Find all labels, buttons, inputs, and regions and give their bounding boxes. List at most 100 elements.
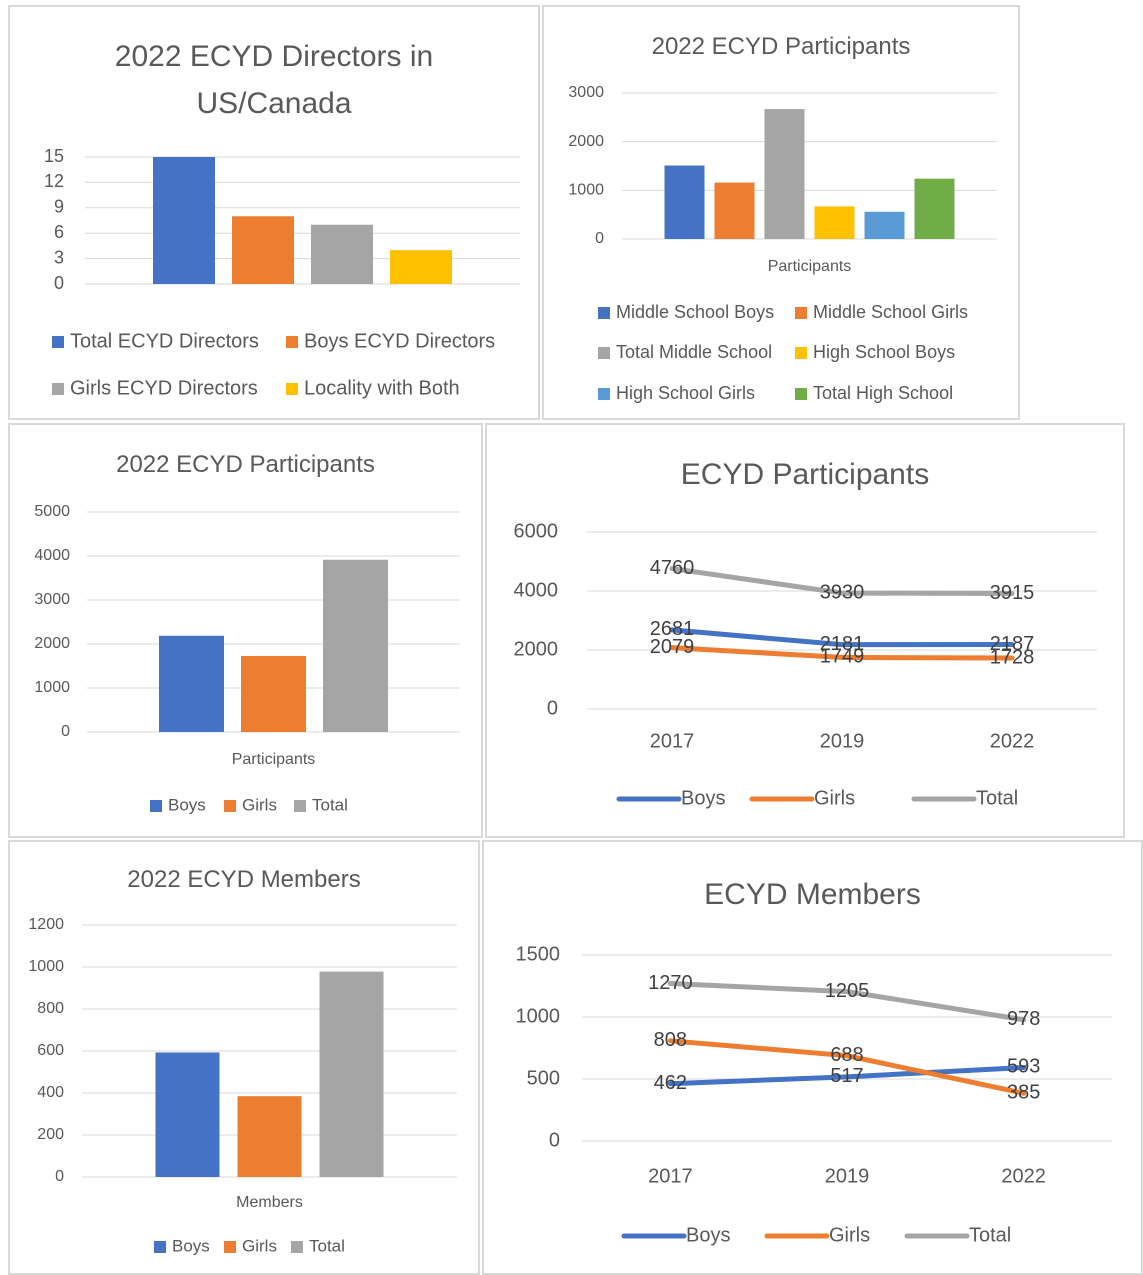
- x-tick-label: 2022: [1001, 1165, 1046, 1187]
- x-tick-label: Participants: [232, 751, 316, 768]
- data-label: 4760: [650, 557, 695, 579]
- data-label: 808: [654, 1029, 687, 1051]
- legend-swatch: [294, 800, 306, 812]
- y-tick-label: 1000: [34, 679, 70, 696]
- x-tick-label: 2022: [990, 730, 1035, 752]
- bar: [159, 635, 224, 732]
- y-tick-label: 4000: [34, 547, 70, 564]
- y-tick-label: 1500: [516, 943, 561, 965]
- bar: [814, 206, 855, 239]
- chart-panel: 0 3 6 9 12 15 Total ECYD Directors Boys ECYD Di…: [8, 5, 540, 420]
- data-label: 1749: [820, 646, 865, 668]
- legend-swatch: [150, 800, 162, 812]
- legend-label: Boys: [686, 1224, 730, 1246]
- legend-swatch: [224, 800, 236, 812]
- y-tick-label: 2000: [568, 133, 604, 150]
- y-tick-label: 4000: [514, 579, 559, 601]
- legend-label: Boys ECYD Directors: [304, 330, 495, 352]
- chart-panel: 0 200 400 600 800 1000 1200 Members Boys Girls Tot…: [8, 840, 480, 1275]
- bar: [311, 224, 373, 284]
- bar: [241, 655, 306, 732]
- bar: [155, 1052, 220, 1177]
- bar: [714, 182, 755, 239]
- data-label: 462: [654, 1072, 687, 1094]
- bar: [764, 109, 805, 239]
- y-tick-label: 0: [61, 723, 70, 740]
- line: [667, 1064, 1027, 1087]
- x-tick-label: Members: [236, 1194, 303, 1211]
- legend-label: Middle School Girls: [813, 302, 968, 322]
- data-label: 2181: [820, 633, 865, 655]
- legend-label: Boys: [168, 795, 206, 814]
- legend-label: Girls ECYD Directors: [70, 377, 258, 399]
- legend-label: Total Middle School: [616, 342, 772, 362]
- data-label: 2079: [650, 636, 695, 658]
- legend-label: Locality with Both: [304, 377, 460, 399]
- legend-label: High School Boys: [813, 342, 955, 362]
- data-label: 1205: [825, 980, 870, 1002]
- legend-swatch: [286, 383, 298, 395]
- y-tick-label: 0: [547, 697, 558, 719]
- line: [669, 645, 1015, 661]
- legend-swatch: [598, 307, 610, 319]
- legend-label: High School Girls: [616, 383, 755, 403]
- data-label: 3915: [990, 582, 1035, 604]
- legend-swatch: [598, 347, 610, 359]
- chart-title: 2022 ECYD Participants: [116, 451, 375, 478]
- legend-label: Girls: [242, 1236, 277, 1255]
- y-tick-label: 1000: [516, 1005, 561, 1027]
- chart-panel: 0 500 1000 1500 2017 2019 2022 462 517 593 808 688 3…: [482, 840, 1143, 1275]
- y-tick-label: 2000: [34, 635, 70, 652]
- y-tick-label: 9: [54, 197, 64, 217]
- legend-swatch: [52, 383, 64, 395]
- legend-label: Middle School Boys: [616, 302, 774, 322]
- chart: 0 1000 2000 3000 Participants Middle School B…: [568, 84, 997, 403]
- chart: 0 2000 4000 6000 2017 2019 2022 2681 2181 2187 207…: [514, 520, 1097, 809]
- legend-label: Girls: [814, 787, 855, 809]
- bar: [323, 559, 388, 732]
- legend-swatch: [154, 1241, 166, 1253]
- chart-title: 2022 ECYD Directors in US/Canada: [114, 40, 434, 120]
- data-label: 2681: [650, 618, 695, 640]
- x-tick-label: 2017: [648, 1165, 693, 1187]
- legend-label: Boys: [172, 1236, 210, 1255]
- legend-swatch: [795, 347, 807, 359]
- data-label: 1728: [990, 646, 1035, 668]
- y-tick-label: 200: [37, 1126, 64, 1143]
- chart-panel: 0 2000 4000 6000 2017 2019 2022 2681 2181 2187 207…: [485, 423, 1125, 838]
- y-tick-label: 3: [54, 247, 64, 267]
- legend-swatch: [795, 388, 807, 400]
- y-tick-label: 15: [44, 146, 64, 166]
- line: [669, 566, 1015, 597]
- y-tick-label: 12: [44, 171, 64, 191]
- data-label: 517: [830, 1065, 863, 1087]
- legend-label: Total High School: [813, 383, 953, 403]
- chart: 0 3 6 9 12 15 Total ECYD Directors Boys ECYD Di…: [44, 146, 520, 399]
- bar: [390, 250, 452, 284]
- data-label: 3930: [820, 581, 865, 603]
- legend-swatch: [291, 1241, 303, 1253]
- x-tick-label: 2017: [650, 730, 695, 752]
- line: [669, 627, 1015, 648]
- chart: 0 200 400 600 800 1000 1200 Members Boys Girls Tot…: [28, 916, 457, 1255]
- y-tick-label: 6: [54, 222, 64, 242]
- y-tick-label: 1000: [28, 958, 64, 975]
- y-tick-label: 400: [37, 1084, 64, 1101]
- legend-label: Total: [309, 1236, 345, 1255]
- legend-label: Total: [969, 1224, 1011, 1246]
- data-label: 688: [830, 1044, 863, 1066]
- legend-label: Total ECYD Directors: [70, 330, 259, 352]
- y-tick-label: 3000: [34, 591, 70, 608]
- data-label: 978: [1007, 1008, 1040, 1030]
- bar: [232, 216, 294, 284]
- chart: 0 1000 2000 3000 4000 5000 Participants Boys Gir…: [34, 503, 460, 814]
- legend-label: Total: [976, 787, 1018, 809]
- line: [667, 981, 1027, 1023]
- data-label: 385: [1007, 1082, 1040, 1104]
- y-tick-label: 2000: [514, 638, 559, 660]
- bar: [864, 211, 905, 239]
- y-tick-label: 0: [549, 1129, 560, 1151]
- chart-title: ECYD Members: [704, 878, 921, 911]
- legend-swatch: [52, 336, 64, 348]
- y-tick-label: 500: [527, 1067, 560, 1089]
